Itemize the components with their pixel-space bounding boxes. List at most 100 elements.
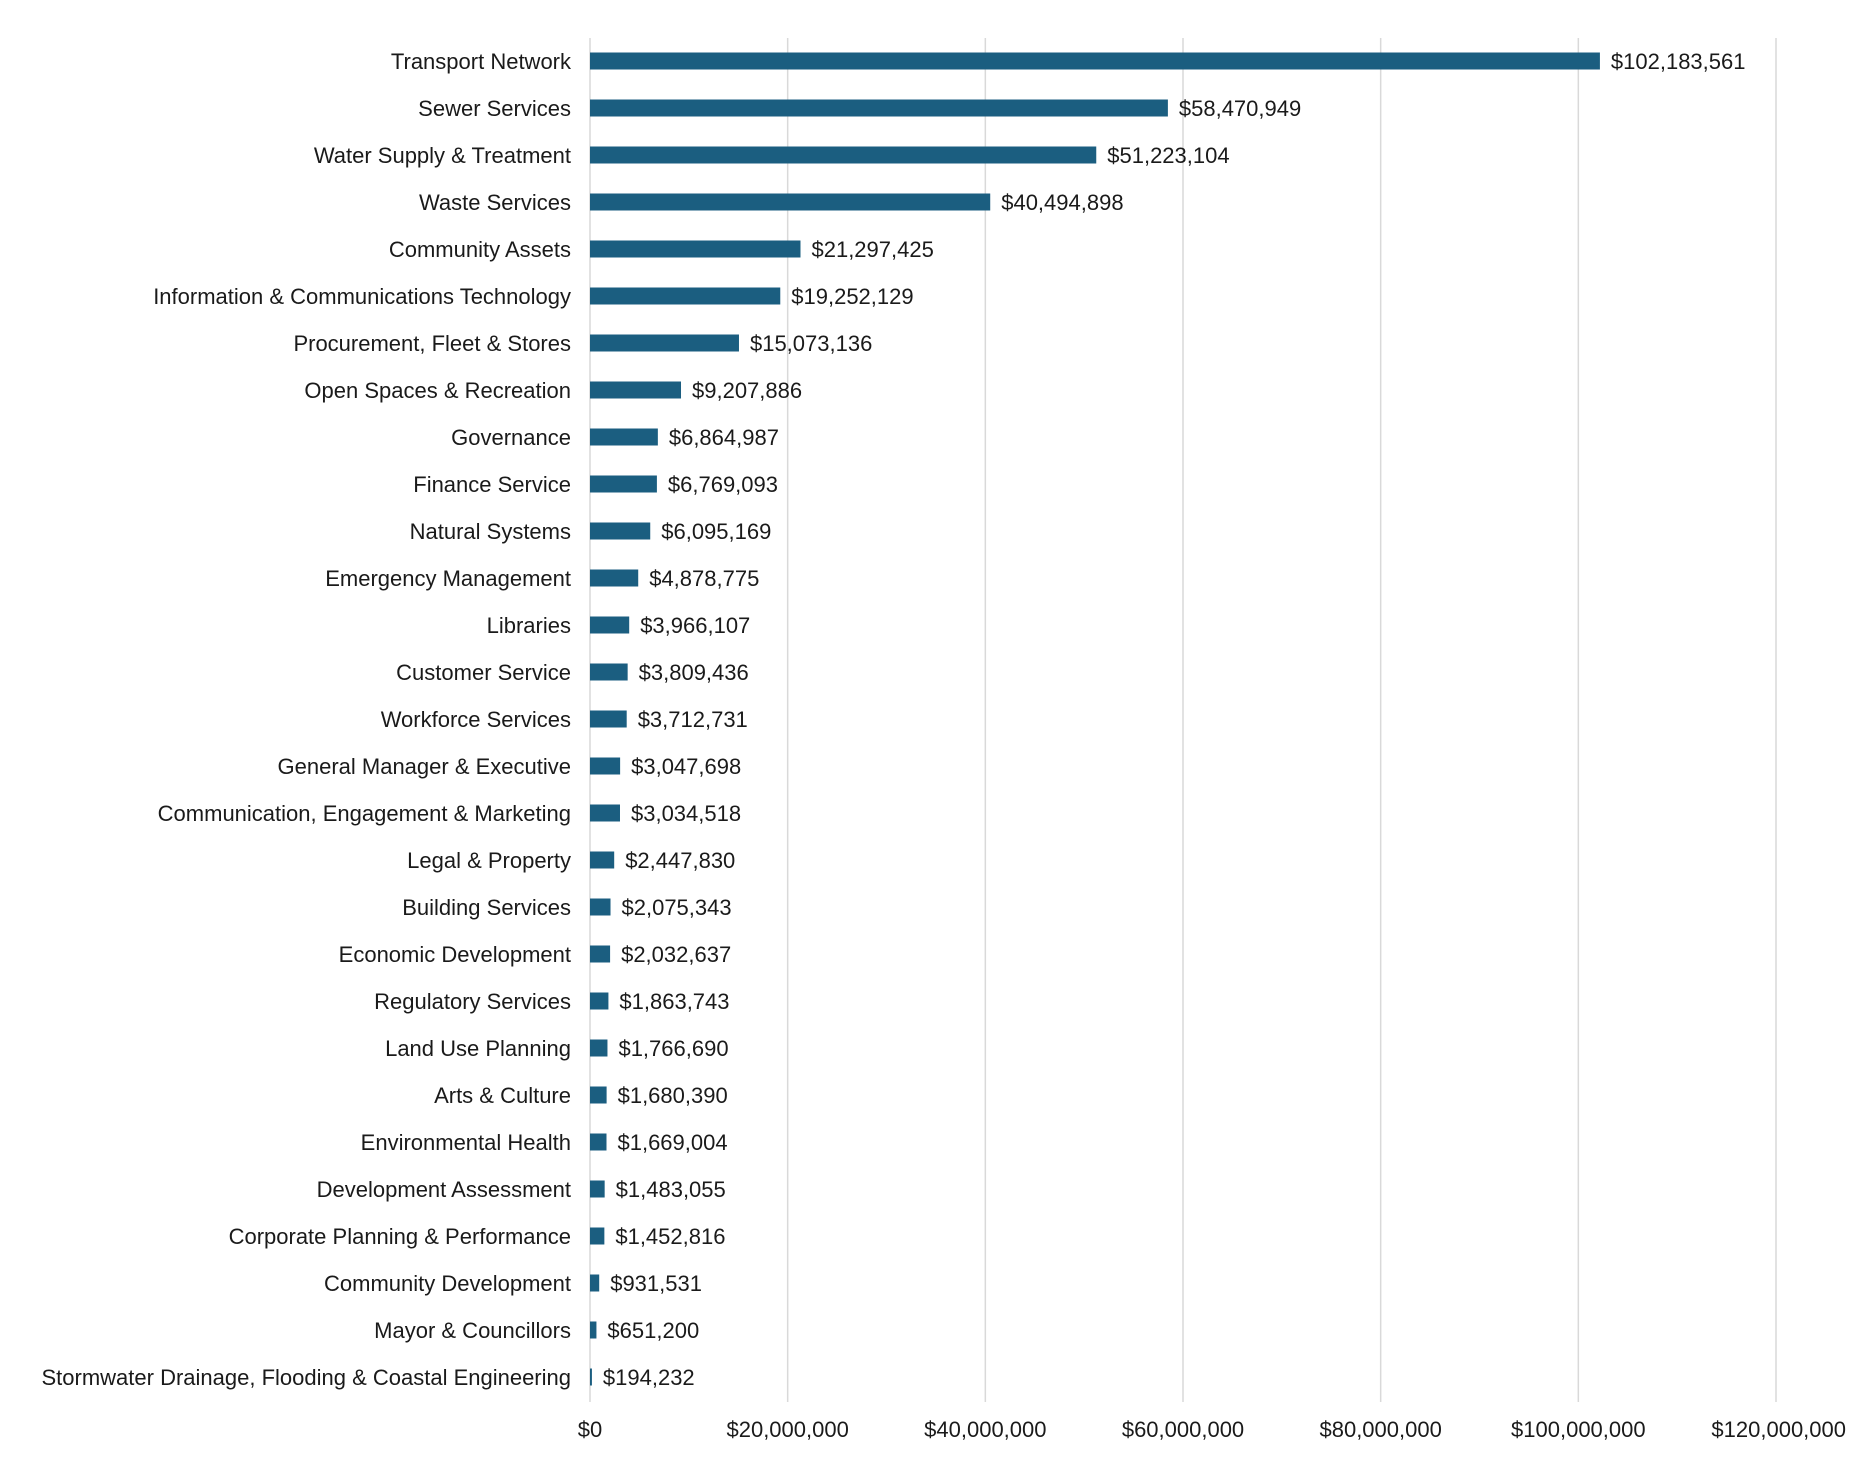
bar: [590, 1133, 607, 1151]
bar: [590, 428, 658, 446]
data-label: $931,531: [610, 1271, 702, 1296]
data-label: $58,470,949: [1179, 96, 1301, 121]
x-tick-label: $120,000,000: [1711, 1417, 1846, 1442]
category-label: Water Supply & Treatment: [314, 143, 571, 168]
data-label: $3,047,698: [631, 754, 741, 779]
data-label: $194,232: [603, 1365, 695, 1390]
data-label: $6,864,987: [669, 425, 779, 450]
data-label: $3,966,107: [640, 613, 750, 638]
category-label: Development Assessment: [317, 1177, 571, 1202]
category-label: Community Development: [324, 1271, 571, 1296]
bar: [590, 992, 609, 1010]
category-label: Communication, Engagement & Marketing: [158, 801, 571, 826]
bar: [590, 52, 1600, 70]
category-label: Workforce Services: [381, 707, 571, 732]
category-label: Mayor & Councillors: [374, 1318, 571, 1343]
category-label: Open Spaces & Recreation: [304, 378, 571, 403]
data-label: $1,483,055: [616, 1177, 726, 1202]
bars: [590, 52, 1600, 1386]
bar: [590, 1321, 597, 1339]
bar: [590, 334, 739, 352]
bar: [590, 804, 620, 822]
bar: [590, 851, 615, 869]
bar: [590, 1274, 600, 1292]
data-label: $102,183,561: [1611, 49, 1746, 74]
bar: [590, 475, 657, 493]
gridlines: [589, 38, 1777, 1402]
category-label: Building Services: [402, 895, 571, 920]
x-tick-label: $80,000,000: [1319, 1417, 1441, 1442]
category-label: Corporate Planning & Performance: [229, 1224, 571, 1249]
data-label: $3,712,731: [638, 707, 748, 732]
value-labels: $102,183,561 $58,470,949 $51,223,104 $40,49…: [603, 49, 1746, 1390]
bar: [590, 1227, 605, 1245]
category-label: Transport Network: [391, 49, 572, 74]
category-label: Natural Systems: [410, 519, 571, 544]
category-label: Community Assets: [389, 237, 571, 262]
bar: [590, 146, 1097, 164]
data-label: $6,095,169: [661, 519, 771, 544]
data-label: $15,073,136: [750, 331, 872, 356]
bar: [590, 381, 682, 399]
bar: [590, 1039, 608, 1057]
bar: [590, 193, 991, 211]
data-label: $3,034,518: [631, 801, 741, 826]
bar: [590, 1368, 592, 1386]
category-labels: Transport Network Sewer Services Water Sup…: [41, 49, 572, 1390]
bar: [590, 240, 801, 258]
x-axis-tick-labels: $0 $20,000,000 $40,000,000 $60,000,000 $80,0…: [578, 1417, 1846, 1442]
data-label: $651,200: [607, 1318, 699, 1343]
bar: [590, 569, 639, 587]
data-label: $4,878,775: [649, 566, 759, 591]
data-label: $1,452,816: [615, 1224, 725, 1249]
bar: [590, 898, 611, 916]
data-label: $2,075,343: [622, 895, 732, 920]
data-label: $2,447,830: [625, 848, 735, 873]
category-label: Economic Development: [339, 942, 571, 967]
category-label: Information & Communications Technology: [153, 284, 571, 309]
category-label: Libraries: [487, 613, 571, 638]
data-label: $40,494,898: [1001, 190, 1123, 215]
x-tick-label: $20,000,000: [726, 1417, 848, 1442]
bar: [590, 945, 611, 963]
category-label: Stormwater Drainage, Flooding & Coastal …: [41, 1365, 571, 1390]
data-label: $2,032,637: [621, 942, 731, 967]
category-label: Arts & Culture: [434, 1083, 571, 1108]
bar: [590, 616, 630, 634]
category-label: Waste Services: [419, 190, 571, 215]
bar: [590, 99, 1168, 117]
data-label: $1,863,743: [619, 989, 729, 1014]
bar: [590, 757, 621, 775]
bar: [590, 710, 627, 728]
x-tick-label: $40,000,000: [924, 1417, 1046, 1442]
category-label: Finance Service: [413, 472, 571, 497]
category-label: Land Use Planning: [385, 1036, 571, 1061]
category-label: Regulatory Services: [374, 989, 571, 1014]
data-label: $1,680,390: [618, 1083, 728, 1108]
data-label: $19,252,129: [791, 284, 913, 309]
bar: [590, 1086, 607, 1104]
data-label: $51,223,104: [1107, 143, 1229, 168]
category-label: Procurement, Fleet & Stores: [293, 331, 571, 356]
category-label: Environmental Health: [361, 1130, 571, 1155]
bar: [590, 663, 628, 681]
category-label: Emergency Management: [325, 566, 571, 591]
data-label: $21,297,425: [811, 237, 933, 262]
bar: [590, 287, 781, 305]
x-tick-label: $0: [578, 1417, 602, 1442]
category-label: Governance: [451, 425, 571, 450]
bar: [590, 1180, 605, 1198]
x-tick-label: $100,000,000: [1511, 1417, 1646, 1442]
bar: [590, 522, 651, 540]
data-label: $6,769,093: [668, 472, 778, 497]
data-label: $9,207,886: [692, 378, 802, 403]
data-label: $3,809,436: [639, 660, 749, 685]
x-tick-label: $60,000,000: [1122, 1417, 1244, 1442]
category-label: Legal & Property: [407, 848, 571, 873]
data-label: $1,766,690: [618, 1036, 728, 1061]
category-label: Sewer Services: [418, 96, 571, 121]
data-label: $1,669,004: [617, 1130, 727, 1155]
category-label: Customer Service: [396, 660, 571, 685]
category-label: General Manager & Executive: [278, 754, 572, 779]
